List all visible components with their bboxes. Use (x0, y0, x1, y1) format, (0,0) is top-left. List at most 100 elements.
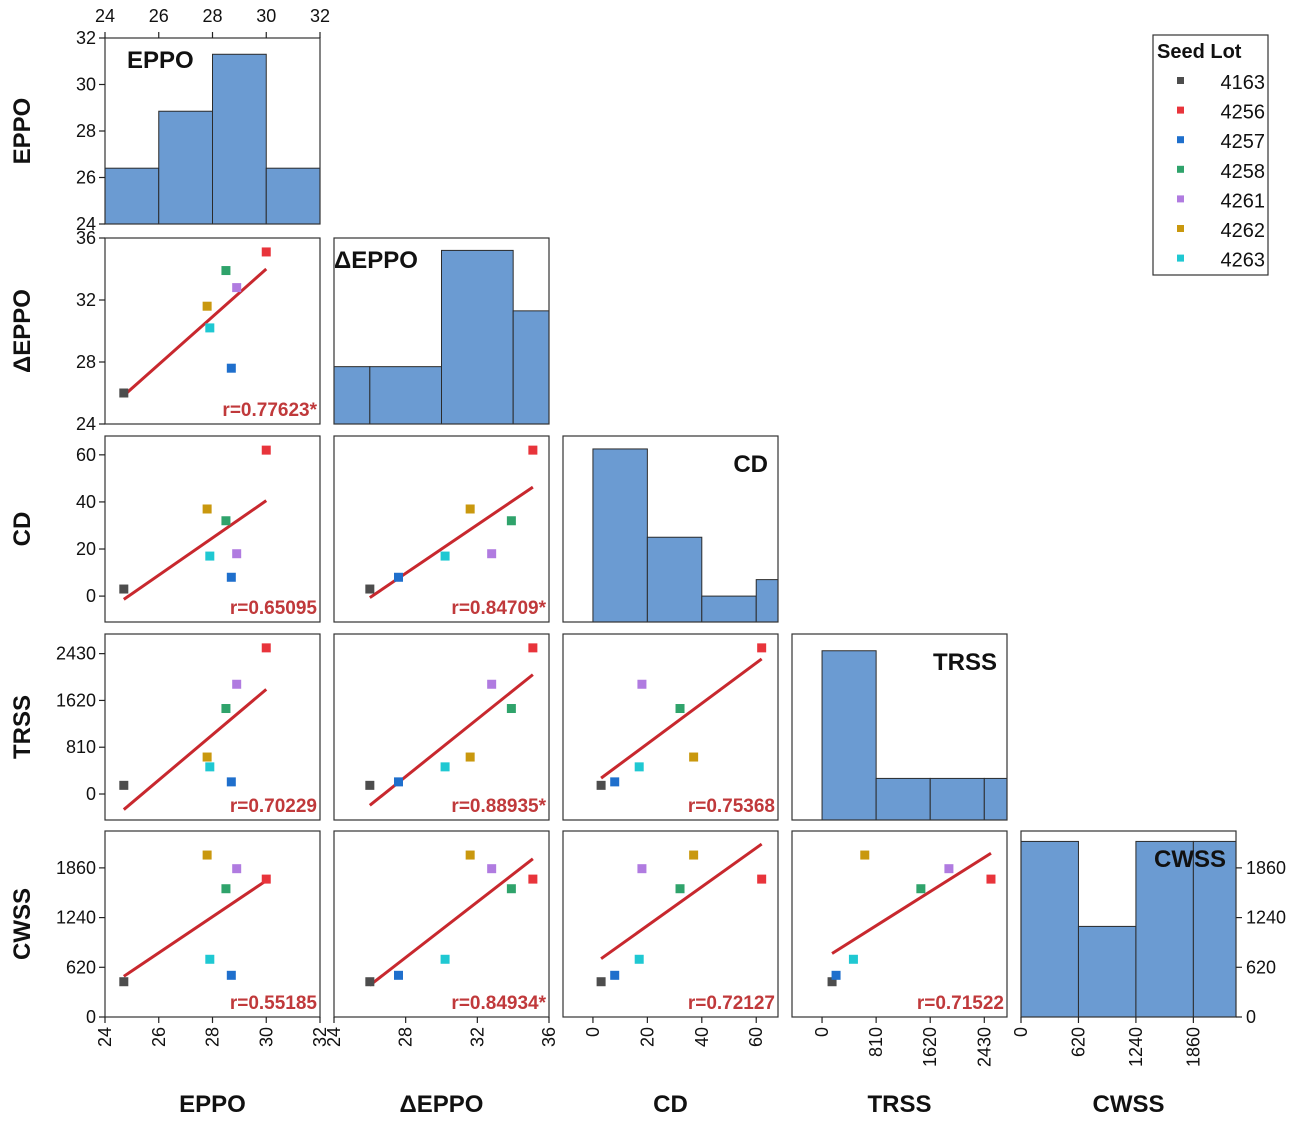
y-tick-label: 28 (76, 121, 96, 141)
y-tick-label: 1860 (56, 858, 96, 878)
legend-swatch (1177, 106, 1184, 114)
legend: Seed Lot 4163 4256 4257 4258 4261 4262 4263 (1152, 34, 1269, 276)
point-4257-trss-vs-eppo (226, 777, 236, 787)
legend-entry-4257: 4257 (1177, 131, 1265, 153)
right-tick-label: 0 (1246, 1007, 1256, 1027)
correlation-label: r=0.65095 (230, 598, 318, 619)
point-4258-trss-vs-cd (675, 704, 685, 714)
legend-label: 4257 (1221, 131, 1266, 153)
point-4262-cwss-vs-delta-eppo (465, 850, 475, 860)
point-4257-cd-vs-eppo (226, 572, 236, 582)
point-4261-trss-vs-cd (637, 679, 647, 689)
right-tick-label: 1860 (1246, 858, 1286, 878)
x-tick-label: 40 (692, 1027, 712, 1047)
panel-frame (104, 237, 321, 425)
point-4258-cd-vs-delta-eppo (506, 516, 516, 526)
panel-frame (791, 830, 1008, 1018)
point-4257-cwss-vs-delta-eppo (394, 970, 403, 980)
y-tick-label: 36 (76, 228, 96, 248)
y-tick-label: 1240 (56, 908, 96, 928)
histogram-bar-cd-3 (755, 579, 779, 623)
fit-line-cwss-vs-eppo (122, 879, 268, 978)
point-4163-cd-vs-eppo (119, 584, 129, 594)
panel-frame (562, 435, 779, 623)
point-4257-cwss-vs-trss (831, 970, 841, 980)
y-tick-label: 24 (76, 214, 96, 234)
legend-label: 4163 (1221, 72, 1266, 94)
diag-label-eppo: EPPO (127, 47, 194, 74)
panel-trss-vs-cd: r=0.75368 (562, 633, 779, 821)
legend-swatch (1177, 225, 1184, 232)
panel-frame (791, 633, 1008, 821)
point-4262-delta-eppo-vs-eppo (202, 301, 212, 311)
point-4258-trss-vs-eppo (221, 704, 231, 714)
x-tick-label: 36 (539, 1027, 559, 1047)
point-4256-cwss-vs-cd (757, 874, 767, 884)
point-4263-trss-vs-delta-eppo (440, 762, 450, 772)
top-tick-label: 32 (310, 6, 330, 26)
correlation-label: r=0.77623* (222, 400, 317, 421)
point-4261-cwss-vs-delta-eppo (487, 864, 497, 874)
point-4262-trss-vs-eppo (202, 752, 212, 762)
point-4258-trss-vs-delta-eppo (506, 704, 516, 714)
legend-label: 4256 (1221, 102, 1266, 124)
point-4256-trss-vs-delta-eppo (528, 643, 538, 653)
correlation-label: r=0.70229 (230, 796, 317, 817)
y-tick-label: 620 (66, 957, 96, 977)
histogram-bar-cd-2 (701, 595, 757, 623)
legend-swatch (1177, 254, 1184, 262)
point-4262-trss-vs-cd (689, 752, 699, 762)
panel-trss-vs-trss: TRSS (791, 633, 1008, 821)
top-tick-label: 30 (256, 6, 276, 26)
point-4262-cwss-vs-eppo (202, 850, 212, 860)
x-axis-title-delta-eppo: ΔEPPO (400, 1091, 484, 1118)
legend-swatch (1177, 165, 1184, 173)
panel-frame (1020, 830, 1237, 1018)
histogram-bar-delta-eppo-0 (333, 366, 371, 425)
fit-line-cwss-vs-cd (600, 842, 763, 960)
y-tick-label: 40 (76, 492, 96, 512)
point-4163-trss-vs-eppo (119, 780, 129, 790)
point-4163-trss-vs-cd (596, 780, 606, 790)
panel-frame (104, 633, 321, 821)
x-tick-label: 0 (1011, 1027, 1031, 1037)
y-tick-label: 1620 (56, 690, 96, 710)
x-tick-label: 20 (637, 1027, 657, 1047)
x-tick-label: 2430 (974, 1027, 994, 1067)
y-tick-label: 24 (76, 414, 96, 434)
x-tick-label: 32 (310, 1027, 330, 1047)
panel-cd-vs-cd: CD (562, 435, 779, 623)
y-axis-title-trss: TRSS (9, 695, 36, 759)
point-4163-delta-eppo-vs-eppo (119, 388, 129, 398)
point-4163-trss-vs-delta-eppo (365, 780, 375, 790)
point-4262-cwss-vs-trss (860, 850, 870, 860)
point-4261-cd-vs-eppo (232, 549, 242, 559)
histogram-bar-delta-eppo-3 (512, 310, 550, 425)
y-tick-label: 32 (76, 28, 96, 48)
point-4262-trss-vs-delta-eppo (465, 752, 475, 762)
histogram-bar-trss-3 (983, 777, 1008, 821)
histogram-bar-cd-0 (592, 448, 648, 623)
x-axis-eppo: 24 26 28 30 32 EPPO (95, 1017, 330, 1118)
panel-eppo-vs-eppo: EPPO (104, 37, 321, 225)
y-tick-label: 0 (86, 586, 96, 606)
point-4262-cd-vs-delta-eppo (465, 504, 475, 514)
fit-line-cwss-vs-trss (831, 851, 992, 955)
y-axis-title-cwss: CWSS (9, 888, 36, 960)
correlation-label: r=0.71522 (917, 993, 1004, 1014)
histogram-bar-trss-2 (929, 777, 985, 821)
point-4262-cwss-vs-cd (689, 850, 699, 860)
y-tick-label: 0 (86, 1007, 96, 1027)
histogram-bar-eppo-2 (212, 53, 267, 225)
x-axis-cd: 0 20 40 60 CD (583, 1017, 766, 1118)
point-4256-delta-eppo-vs-eppo (261, 247, 271, 257)
point-4257-trss-vs-delta-eppo (394, 777, 403, 787)
point-4256-cd-vs-eppo (261, 445, 271, 455)
x-axis-cwss: 0 620 1240 1860 CWSS (1011, 1017, 1203, 1118)
point-4257-cwss-vs-eppo (226, 970, 236, 980)
fit-line-trss-vs-eppo (122, 688, 268, 811)
point-4257-delta-eppo-vs-eppo (226, 363, 236, 373)
panel-trss-vs-delta-eppo: r=0.88935* (333, 633, 550, 821)
point-4261-cwss-vs-eppo (232, 864, 242, 874)
y-axis-title-cd: CD (9, 512, 36, 547)
